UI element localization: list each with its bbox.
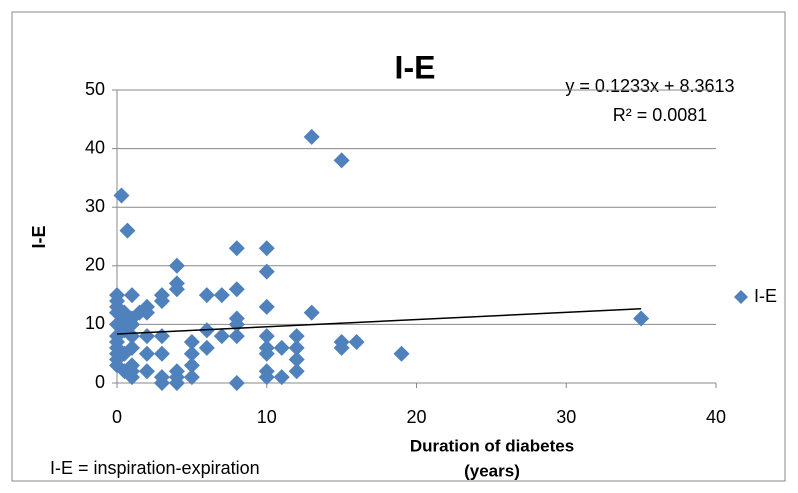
- point: [123, 316, 140, 333]
- point: [258, 345, 275, 362]
- point: [258, 240, 275, 257]
- point: [273, 369, 290, 386]
- point: [153, 345, 170, 362]
- trend-equation: y = 0.1233x + 8.3613: [565, 76, 734, 96]
- y-tick-label: 40: [85, 137, 105, 157]
- point: [288, 339, 305, 356]
- y-tick-label: 10: [85, 313, 105, 333]
- y-tick-label: 30: [85, 196, 105, 216]
- point: [393, 345, 410, 362]
- point: [138, 363, 155, 380]
- point: [168, 369, 185, 386]
- point: [138, 345, 155, 362]
- point: [228, 375, 245, 391]
- x-tick-label: 10: [257, 407, 277, 427]
- point: [183, 333, 200, 350]
- point: [153, 375, 170, 391]
- point: [228, 281, 245, 298]
- x-axis-label: (years): [464, 461, 520, 480]
- legend-marker: [734, 290, 748, 304]
- point: [168, 257, 185, 274]
- y-tick-label: 50: [85, 79, 105, 99]
- y-axis-label: I-E: [29, 225, 49, 248]
- point: [333, 333, 350, 350]
- point: [303, 304, 320, 321]
- point: [258, 298, 275, 315]
- point: [348, 333, 365, 350]
- x-axis-label: Duration of diabetes: [410, 436, 574, 455]
- r-squared: R² = 0.0081: [613, 105, 708, 125]
- point: [198, 339, 215, 356]
- point: [288, 351, 305, 368]
- point: [116, 345, 133, 362]
- x-tick-label: 0: [112, 407, 122, 427]
- point: [119, 222, 136, 239]
- point: [116, 363, 133, 380]
- legend-label: I-E: [754, 286, 777, 306]
- point: [273, 339, 290, 356]
- point: [303, 128, 320, 145]
- point: [123, 287, 140, 304]
- x-tick-label: 40: [706, 407, 726, 427]
- point: [633, 310, 650, 327]
- point: [258, 263, 275, 280]
- point: [288, 363, 305, 380]
- point: [183, 357, 200, 374]
- point: [258, 369, 275, 386]
- y-tick-label: 20: [85, 255, 105, 275]
- point: [333, 152, 350, 169]
- footnote: I-E = inspiration-expiration: [50, 458, 260, 478]
- y-tick-label: 0: [95, 372, 105, 392]
- chart-title: I-E: [395, 49, 436, 85]
- point: [198, 287, 215, 304]
- x-tick-label: 20: [406, 407, 426, 427]
- trendline: [116, 307, 642, 335]
- point: [116, 304, 133, 321]
- point: [258, 328, 275, 345]
- point: [228, 328, 245, 345]
- point: [168, 281, 185, 298]
- point: [183, 369, 200, 386]
- point: [288, 328, 305, 345]
- point: [183, 345, 200, 362]
- point: [228, 240, 245, 257]
- point: [123, 328, 140, 345]
- point: [113, 187, 130, 204]
- point: [213, 287, 230, 304]
- point: [153, 292, 170, 309]
- point: [213, 328, 230, 345]
- x-tick-label: 30: [556, 407, 576, 427]
- point: [123, 339, 140, 356]
